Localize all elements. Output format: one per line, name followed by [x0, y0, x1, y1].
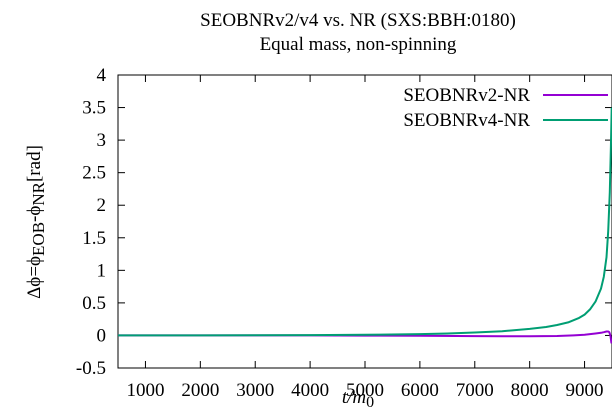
x-axis-label: t/m0: [342, 387, 374, 411]
legend: SEOBNRv2-NR SEOBNRv4-NR: [403, 85, 608, 131]
chart-subtitle: Equal mass, non-spinning: [260, 34, 457, 55]
series-line-seobnrv4: [118, 107, 612, 337]
x-tick-label: 1000: [126, 380, 164, 401]
x-tick-label: 6000: [401, 380, 439, 401]
y-tick-label: 0.5: [82, 293, 106, 314]
plot-frame: [117, 74, 612, 369]
y-tick-label: 3.5: [82, 98, 106, 119]
x-tick-label: 4000: [291, 380, 329, 401]
y-tick-label: 4: [97, 65, 107, 86]
y-axis-label: Δϕ=ϕEOB-ϕNR[rad]: [24, 145, 48, 299]
legend-label-v4: SEOBNRv4-NR: [403, 110, 530, 131]
y-tick-label: 2: [97, 195, 107, 216]
y-tick-label: 1.5: [82, 228, 106, 249]
y-tick-label: -0.5: [76, 358, 106, 379]
legend-label-v2: SEOBNRv2-NR: [403, 85, 530, 106]
series-line-seobnrv2: [118, 330, 612, 344]
x-tick-label: 3000: [236, 380, 274, 401]
series-layer: [118, 107, 612, 344]
y-tick-label: 1: [97, 260, 107, 281]
x-tick-label: 8000: [511, 380, 549, 401]
x-tick-label: 7000: [456, 380, 494, 401]
y-tick-label: 0: [97, 325, 107, 346]
y-axis: -0.5 0 0.5 1 1.5 2 2.5 3 3.5 4: [76, 65, 612, 379]
chart-title: SEOBNRv2/v4 vs. NR (SXS:BBH:0180): [200, 10, 516, 31]
x-axis: 1000 2000 3000 4000 5000 6000 7000 8000 9000: [126, 75, 604, 401]
x-tick-label: 5000: [346, 380, 384, 401]
x-tick-label: 9000: [566, 380, 604, 401]
x-tick-label: 2000: [181, 380, 219, 401]
y-tick-label: 3: [97, 130, 107, 151]
y-tick-label: 2.5: [82, 163, 106, 184]
